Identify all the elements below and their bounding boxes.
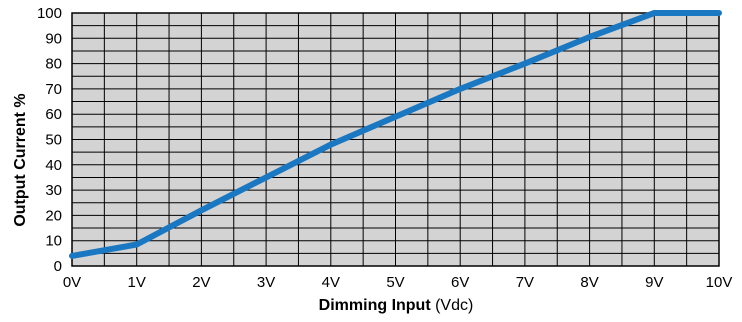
y-tick-label: 90 — [45, 30, 62, 47]
x-axis-title: Dimming Input (Vdc) — [319, 297, 474, 314]
x-tick-label: 4V — [322, 274, 340, 291]
y-tick-label: 70 — [45, 81, 62, 98]
x-tick-label: 1V — [128, 274, 146, 291]
y-tick-label: 0 — [54, 258, 62, 275]
x-tick-labels: 0V 1V 2V 3V 4V 5V 6V 7V 8V 9V 10V — [63, 274, 733, 291]
y-tick-label: 80 — [45, 56, 62, 73]
x-tick-label: 0V — [63, 274, 81, 291]
x-tick-label: 7V — [516, 274, 534, 291]
x-axis-title-main: Dimming Input — [319, 297, 432, 314]
y-tick-labels: 0 10 20 30 40 50 60 70 80 90 100 — [37, 5, 62, 275]
x-tick-label: 6V — [451, 274, 469, 291]
y-tick-label: 60 — [45, 106, 62, 123]
x-tick-label: 8V — [580, 274, 598, 291]
y-tick-label: 50 — [45, 132, 62, 149]
y-tick-label: 20 — [45, 207, 62, 224]
x-tick-label: 10V — [706, 274, 733, 291]
x-tick-label: 2V — [192, 274, 210, 291]
y-axis-title: Output Current % — [12, 93, 29, 226]
y-tick-label: 100 — [37, 5, 62, 22]
x-tick-label: 3V — [257, 274, 275, 291]
x-tick-label: 9V — [645, 274, 663, 291]
y-tick-label: 10 — [45, 233, 62, 250]
y-tick-label: 40 — [45, 157, 62, 174]
x-axis-title-unit: (Vdc) — [431, 297, 474, 314]
y-tick-label: 30 — [45, 182, 62, 199]
x-tick-label: 5V — [386, 274, 404, 291]
